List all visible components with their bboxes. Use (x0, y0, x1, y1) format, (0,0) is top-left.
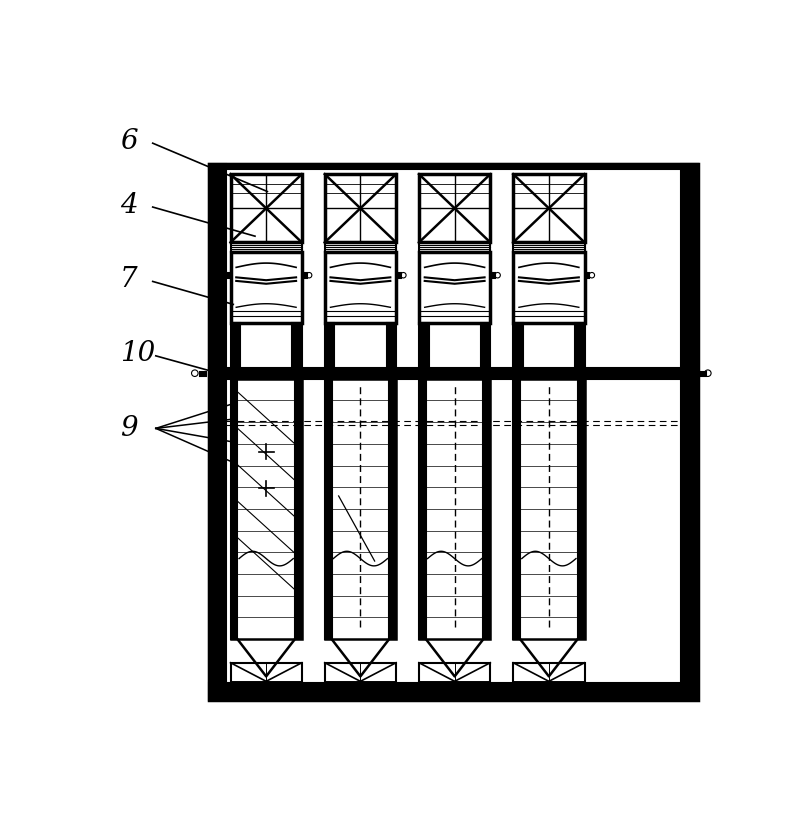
Bar (419, 252, 490, 323)
Bar (483, 379, 490, 640)
Bar (325, 252, 396, 323)
Bar (292, 323, 302, 368)
Bar (386, 323, 396, 368)
Bar (398, 273, 401, 278)
Bar (304, 273, 306, 278)
Bar (230, 379, 302, 640)
Bar (325, 242, 396, 252)
Bar (514, 252, 585, 323)
Bar (514, 379, 520, 640)
Bar (209, 164, 226, 700)
Text: 9: 9 (120, 415, 138, 442)
Bar (230, 174, 302, 242)
Bar (514, 379, 585, 640)
Bar (230, 323, 240, 368)
Bar (230, 242, 302, 252)
Bar (419, 663, 490, 700)
Bar (419, 379, 490, 640)
Bar (514, 663, 585, 700)
Bar (389, 379, 396, 640)
Bar (578, 379, 585, 640)
Bar (481, 323, 490, 368)
Text: 7: 7 (120, 266, 138, 293)
Bar (230, 379, 238, 640)
Bar (700, 372, 706, 376)
Bar (325, 323, 334, 368)
Bar (419, 242, 490, 252)
Bar (419, 323, 429, 368)
Bar (325, 174, 396, 242)
Bar (230, 663, 302, 700)
Bar (209, 368, 698, 379)
Bar (325, 379, 396, 640)
Bar (209, 682, 698, 700)
Text: 6: 6 (120, 129, 138, 155)
Bar (492, 273, 495, 278)
Bar (325, 663, 396, 700)
Bar (419, 379, 426, 640)
Bar (419, 174, 490, 242)
Bar (226, 273, 229, 278)
Bar (325, 379, 332, 640)
Text: 10: 10 (120, 340, 155, 368)
Bar (586, 273, 590, 278)
Text: 4: 4 (120, 191, 138, 219)
Bar (575, 323, 585, 368)
Bar (514, 323, 522, 368)
Bar (230, 252, 302, 323)
Bar (681, 164, 698, 700)
Bar (514, 242, 585, 252)
Bar (514, 174, 585, 242)
Bar (209, 164, 698, 169)
Bar (199, 372, 206, 376)
Bar (295, 379, 302, 640)
Bar (209, 164, 698, 700)
